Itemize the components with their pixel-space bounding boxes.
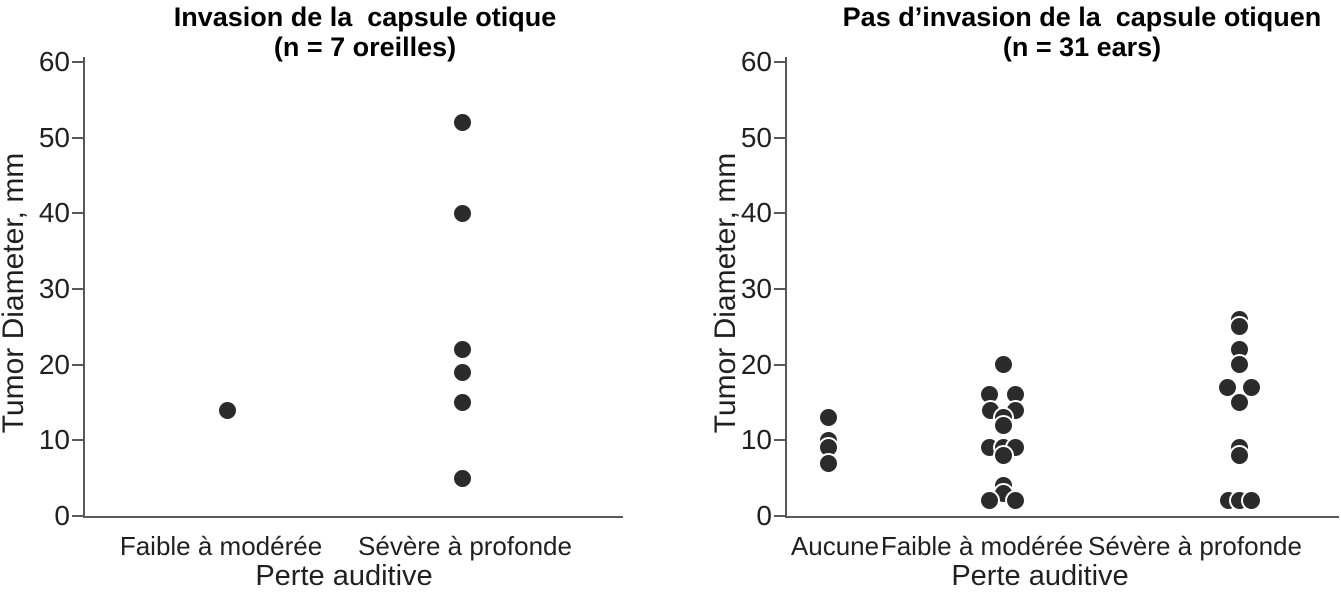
- x-category-label: Sévère à profonde: [358, 531, 572, 561]
- data-point: [1006, 386, 1024, 404]
- data-point: [1230, 394, 1248, 411]
- data-point: [1242, 378, 1260, 396]
- y-tick-mark: [72, 212, 83, 215]
- data-point: [1230, 318, 1248, 336]
- y-tick-label: 50: [38, 121, 70, 153]
- data-point: [981, 401, 999, 419]
- x-category-label: Faible à modérée: [119, 531, 323, 561]
- y-tick-label: 60: [38, 46, 70, 77]
- data-point: [994, 356, 1012, 374]
- data-point: [994, 446, 1012, 464]
- y-tick-mark: [72, 363, 83, 366]
- y-tick-mark: [774, 288, 785, 290]
- data-point: [819, 409, 837, 427]
- right-panel-subtitle: (n = 31 ears): [1002, 32, 1162, 62]
- y-tick-label: 40: [38, 197, 70, 229]
- data-point: [453, 363, 471, 381]
- right-y-axis-line: [785, 57, 787, 518]
- y-tick-label: 0: [756, 500, 772, 531]
- data-point: [1006, 492, 1024, 510]
- data-point: [1230, 356, 1248, 374]
- left-panel-title: Invasion de la capsule otique: [173, 2, 557, 32]
- y-tick-label: 10: [38, 424, 70, 456]
- y-tick-mark: [774, 61, 785, 63]
- y-tick-mark: [774, 136, 785, 139]
- data-point: [453, 469, 471, 487]
- right-panel-title: Pas d’invasion de la capsule otiquen: [842, 2, 1322, 32]
- y-tick-mark: [72, 439, 83, 442]
- data-point: [453, 394, 471, 411]
- data-point: [819, 439, 837, 457]
- y-tick-mark: [774, 363, 785, 366]
- data-point: [453, 341, 471, 359]
- y-tick-label: 30: [740, 273, 772, 304]
- data-point: [218, 401, 236, 419]
- right-x-axis-line: [785, 516, 1339, 518]
- data-point: [819, 454, 837, 472]
- y-tick-label: 50: [740, 121, 772, 153]
- x-category-label: Sévère à profonde: [1088, 531, 1302, 561]
- left-x-axis-title: Perte auditive: [255, 560, 433, 592]
- data-point: [453, 114, 471, 132]
- data-point: [980, 492, 998, 510]
- data-point: [1218, 378, 1236, 396]
- y-tick-label: 40: [740, 197, 772, 229]
- y-tick-mark: [774, 212, 785, 215]
- data-point: [1230, 446, 1248, 464]
- data-point: [453, 204, 471, 222]
- data-point: [1242, 492, 1260, 510]
- left-panel-subtitle: (n = 7 oreilles): [273, 32, 457, 62]
- x-category-label: Aucune: [790, 531, 880, 561]
- y-tick-mark: [72, 288, 83, 290]
- x-category-label: Faible à modérée: [880, 531, 1084, 561]
- left-x-axis-line: [83, 516, 623, 518]
- y-tick-mark: [774, 439, 785, 442]
- data-point: [994, 416, 1012, 434]
- y-tick-mark: [72, 136, 83, 139]
- y-tick-label: 20: [38, 348, 70, 380]
- y-tick-label: 60: [740, 46, 772, 77]
- data-point: [1230, 341, 1248, 359]
- y-tick-label: 30: [38, 273, 70, 304]
- right-x-axis-title: Perte auditive: [951, 560, 1129, 592]
- data-point: [980, 439, 998, 457]
- y-tick-label: 10: [740, 424, 772, 456]
- y-tick-label: 0: [54, 500, 70, 531]
- y-tick-label: 20: [740, 348, 772, 380]
- left-y-axis-line: [83, 57, 85, 518]
- y-tick-mark: [72, 61, 83, 63]
- data-point: [980, 386, 998, 404]
- y-tick-mark: [72, 515, 83, 517]
- y-tick-mark: [774, 515, 785, 517]
